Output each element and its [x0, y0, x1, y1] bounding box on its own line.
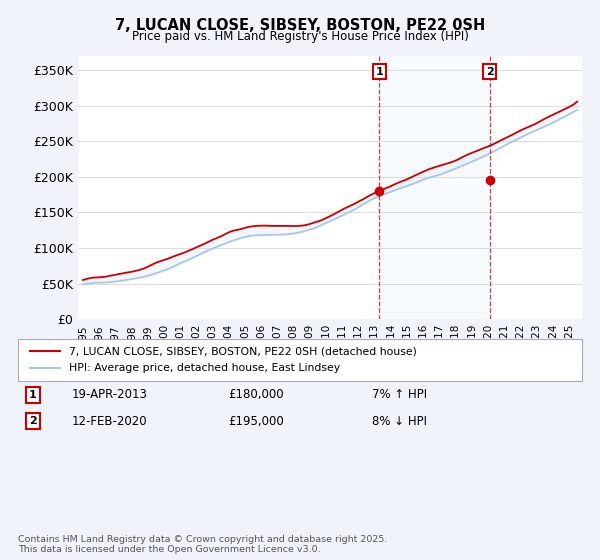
Text: Contains HM Land Registry data © Crown copyright and database right 2025.
This d: Contains HM Land Registry data © Crown c…: [18, 535, 388, 554]
Text: £195,000: £195,000: [228, 414, 284, 428]
Text: 1: 1: [29, 390, 37, 400]
Text: 1: 1: [376, 67, 383, 77]
Text: 7, LUCAN CLOSE, SIBSEY, BOSTON, PE22 0SH: 7, LUCAN CLOSE, SIBSEY, BOSTON, PE22 0SH: [115, 18, 485, 34]
Text: £180,000: £180,000: [228, 388, 284, 402]
Bar: [379, 56, 490, 319]
Text: 2: 2: [29, 416, 37, 426]
Text: HPI: Average price, detached house, East Lindsey: HPI: Average price, detached house, East…: [69, 363, 340, 374]
Text: 8% ↓ HPI: 8% ↓ HPI: [372, 414, 427, 428]
Text: 7% ↑ HPI: 7% ↑ HPI: [372, 388, 427, 402]
Text: 12-FEB-2020: 12-FEB-2020: [72, 414, 148, 428]
Text: 19-APR-2013: 19-APR-2013: [72, 388, 148, 402]
Text: 7, LUCAN CLOSE, SIBSEY, BOSTON, PE22 0SH (detached house): 7, LUCAN CLOSE, SIBSEY, BOSTON, PE22 0SH…: [69, 346, 417, 356]
Text: 2: 2: [486, 67, 494, 77]
Text: Price paid vs. HM Land Registry's House Price Index (HPI): Price paid vs. HM Land Registry's House …: [131, 30, 469, 43]
